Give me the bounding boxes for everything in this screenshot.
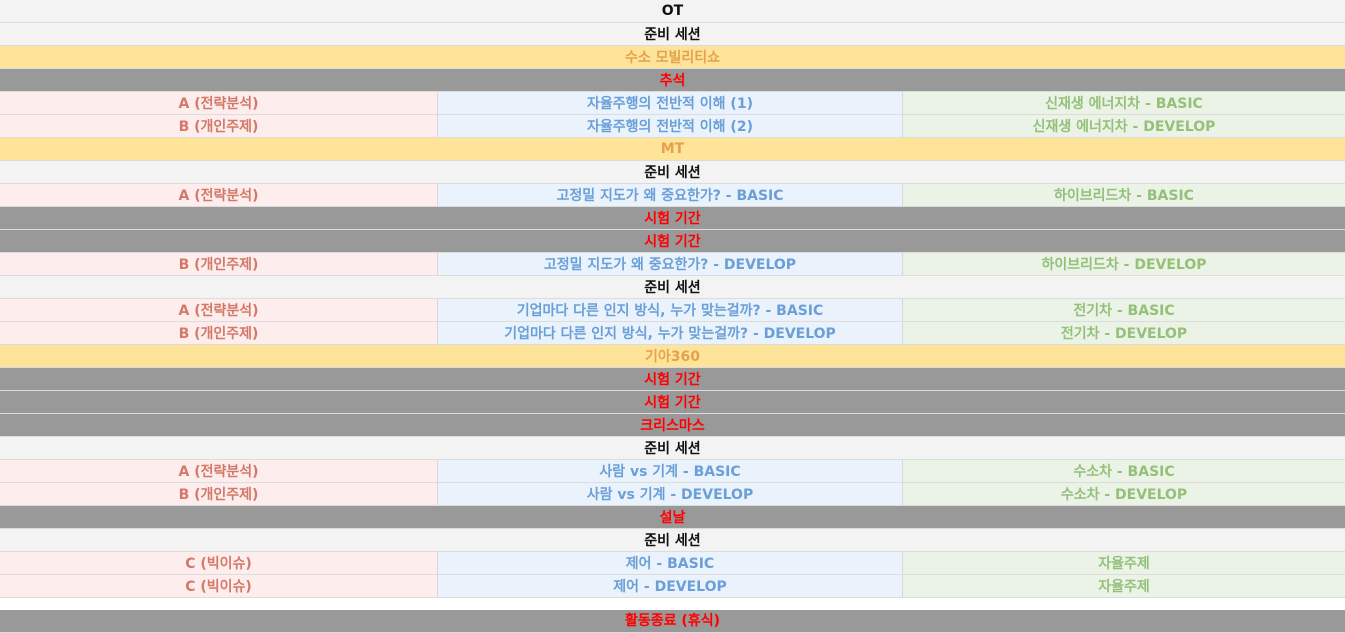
break-row: 시험 기간 [0,391,1345,414]
event-row: MT [0,138,1345,161]
topic-cell: 제어 - BASIC [438,552,903,574]
header-row: OT [0,0,1345,23]
vehicle-cell: 하이브리드차 - DEVELOP [903,253,1345,275]
session-row: 준비 세션 [0,276,1345,299]
header-label: OT [0,0,1345,22]
session-label: 준비 세션 [0,437,1345,459]
topic-cell: 사람 vs 기계 - BASIC [438,460,903,482]
vehicle-cell: 수소차 - DEVELOP [903,483,1345,505]
event-row: 수소 모빌리티쇼 [0,46,1345,69]
vehicle-cell: 자율주제 [903,552,1345,574]
track-cell: B (개인주제) [0,483,438,505]
topic-cell: 자율주행의 전반적 이해 (1) [438,92,903,114]
topic-cell: 제어 - DEVELOP [438,575,903,597]
event-label: 수소 모빌리티쇼 [0,46,1345,68]
event-label: MT [0,138,1345,160]
session-row: 준비 세션 [0,23,1345,46]
track-cell: B (개인주제) [0,253,438,275]
holiday-label: 시험 기간 [0,207,1345,229]
track-row: B (개인주제) 자율주행의 전반적 이해 (2) 신재생 에너지차 - DEVEL… [0,115,1345,138]
vehicle-cell: 신재생 에너지차 - BASIC [903,92,1345,114]
track-row: A (전략분석) 고정밀 지도가 왜 중요한가? - BASIC 하이브리드차 - … [0,184,1345,207]
vehicle-cell: 하이브리드차 - BASIC [903,184,1345,206]
break-row: 크리스마스 [0,414,1345,437]
track-cell: A (전략분석) [0,460,438,482]
track-row: A (전략분석) 자율주행의 전반적 이해 (1) 신재생 에너지차 - BASIC [0,92,1345,115]
track-row: A (전략분석) 기업마다 다른 인지 방식, 누가 맞는걸까? - BASIC 전… [0,299,1345,322]
topic-cell: 사람 vs 기계 - DEVELOP [438,483,903,505]
session-row: 준비 세션 [0,437,1345,460]
topic-cell: 고정밀 지도가 왜 중요한가? - DEVELOP [438,253,903,275]
holiday-label: 시험 기간 [0,368,1345,390]
holiday-label: 크리스마스 [0,414,1345,436]
session-label: 준비 세션 [0,23,1345,45]
track-row: A (전략분석) 사람 vs 기계 - BASIC 수소차 - BASIC [0,460,1345,483]
track-cell: A (전략분석) [0,184,438,206]
break-row: 시험 기간 [0,207,1345,230]
break-row: 설날 [0,506,1345,529]
holiday-label: 설날 [0,506,1345,528]
track-cell: C (빅이슈) [0,575,438,597]
vehicle-cell: 수소차 - BASIC [903,460,1345,482]
session-label: 준비 세션 [0,161,1345,183]
vehicle-cell: 신재생 에너지차 - DEVELOP [903,115,1345,137]
holiday-label: 추석 [0,69,1345,91]
track-cell: C (빅이슈) [0,552,438,574]
session-label: 준비 세션 [0,276,1345,298]
holiday-label: 시험 기간 [0,391,1345,413]
vehicle-cell: 전기차 - BASIC [903,299,1345,321]
track-cell: B (개인주제) [0,322,438,344]
break-row: 시험 기간 [0,368,1345,391]
topic-cell: 기업마다 다른 인지 방식, 누가 맞는걸까? - DEVELOP [438,322,903,344]
break-row: 추석 [0,69,1345,92]
topic-cell: 자율주행의 전반적 이해 (2) [438,115,903,137]
vehicle-cell: 자율주제 [903,575,1345,597]
track-row: C (빅이슈) 제어 - DEVELOP 자율주제 [0,575,1345,598]
holiday-label: 활동종료 (휴식) [0,610,1345,632]
holiday-label: 시험 기간 [0,230,1345,252]
track-row: C (빅이슈) 제어 - BASIC 자율주제 [0,552,1345,575]
session-row: 준비 세션 [0,161,1345,184]
track-row: B (개인주제) 사람 vs 기계 - DEVELOP 수소차 - DEVELOP [0,483,1345,506]
event-row: 기아360 [0,345,1345,368]
track-cell: B (개인주제) [0,115,438,137]
track-row: B (개인주제) 기업마다 다른 인지 방식, 누가 맞는걸까? - DEVELO… [0,322,1345,345]
topic-cell: 고정밀 지도가 왜 중요한가? - BASIC [438,184,903,206]
topic-cell: 기업마다 다른 인지 방식, 누가 맞는걸까? - BASIC [438,299,903,321]
track-cell: A (전략분석) [0,299,438,321]
break-row: 시험 기간 [0,230,1345,253]
vehicle-cell: 전기차 - DEVELOP [903,322,1345,344]
session-row: 준비 세션 [0,529,1345,552]
event-label: 기아360 [0,345,1345,367]
track-row: B (개인주제) 고정밀 지도가 왜 중요한가? - DEVELOP 하이브리드차 … [0,253,1345,276]
break-row: 활동종료 (휴식) [0,598,1345,633]
track-cell: A (전략분석) [0,92,438,114]
session-label: 준비 세션 [0,529,1345,551]
